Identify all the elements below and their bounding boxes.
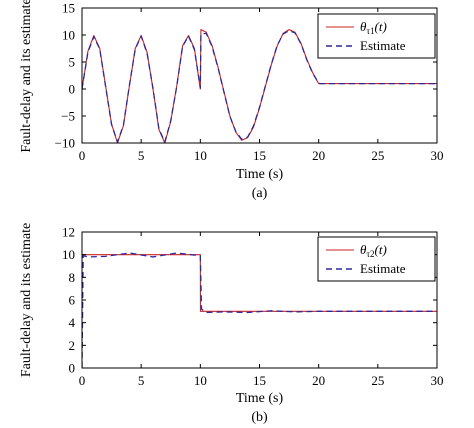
series-line-estimate <box>82 30 437 143</box>
x-axis-label: Time (s) <box>236 391 284 406</box>
panel-label: (b) <box>251 410 268 425</box>
x-tick-label: 5 <box>138 373 145 388</box>
x-tick-label: 10 <box>194 373 207 388</box>
legend-theta-subscript: τ2 <box>366 249 374 259</box>
legend-theta-symbol: θ <box>360 19 367 34</box>
legend-theta-symbol: θ <box>360 242 367 257</box>
legend-entry-theta: θτ2(t) <box>360 242 387 259</box>
y-tick-label: 10 <box>62 28 75 43</box>
legend-theta-subscript: τ1 <box>366 26 374 36</box>
x-tick-label: 0 <box>79 148 86 163</box>
legend-box <box>317 236 436 282</box>
panel-label: (a) <box>252 186 268 201</box>
legend: θτ1(t) Estimate <box>317 13 436 59</box>
x-tick-label: 0 <box>79 373 86 388</box>
x-tick-label: 5 <box>138 148 145 163</box>
x-tick-label: 20 <box>312 373 325 388</box>
y-tick-label: 4 <box>69 315 76 330</box>
series-line-estimate <box>82 252 437 368</box>
y-tick-label: 10 <box>62 247 75 262</box>
x-tick-label: 15 <box>253 373 266 388</box>
y-axis-label: Fault-delay and its estimate <box>19 0 34 153</box>
legend-theta-argument: (t) <box>375 19 387 34</box>
x-tick-label: 10 <box>194 148 207 163</box>
legend-theta-argument: (t) <box>375 242 387 257</box>
y-axis-label: Fault-delay and its estimate <box>19 223 34 377</box>
y-tick-label: −5 <box>61 109 75 124</box>
legend-entry-estimate: Estimate <box>360 261 406 276</box>
chart-panel-b: 0 5 10 15 20 25 30 0 2 4 6 8 10 12 Time (s) Fault-delay… <box>19 223 444 425</box>
legend: θτ2(t) Estimate <box>317 236 436 282</box>
chart-panel-a: 0 5 10 15 20 25 30 −10 −5 0 5 10 15 Time (s) Fault-del… <box>19 0 444 201</box>
y-tick-label: 15 <box>62 1 75 16</box>
x-tick-label: 30 <box>431 373 444 388</box>
x-tick-label: 20 <box>312 148 325 163</box>
y-tick-label: −10 <box>55 136 75 151</box>
y-tick-label: 12 <box>62 225 75 240</box>
legend-entry-theta: θτ1(t) <box>360 19 387 36</box>
y-tick-label: 2 <box>69 338 76 353</box>
legend-box <box>317 13 436 59</box>
x-tick-label: 25 <box>371 148 384 163</box>
y-tick-label: 0 <box>69 82 76 97</box>
y-tick-label: 6 <box>69 293 76 308</box>
legend-entry-estimate: Estimate <box>360 38 406 53</box>
y-tick-label: 8 <box>69 270 76 285</box>
y-tick-label: 5 <box>69 55 76 70</box>
x-tick-label: 25 <box>371 373 384 388</box>
x-tick-label: 30 <box>431 148 444 163</box>
y-tick-label: 0 <box>69 361 76 376</box>
x-tick-label: 15 <box>253 148 266 163</box>
x-axis-label: Time (s) <box>236 167 284 182</box>
